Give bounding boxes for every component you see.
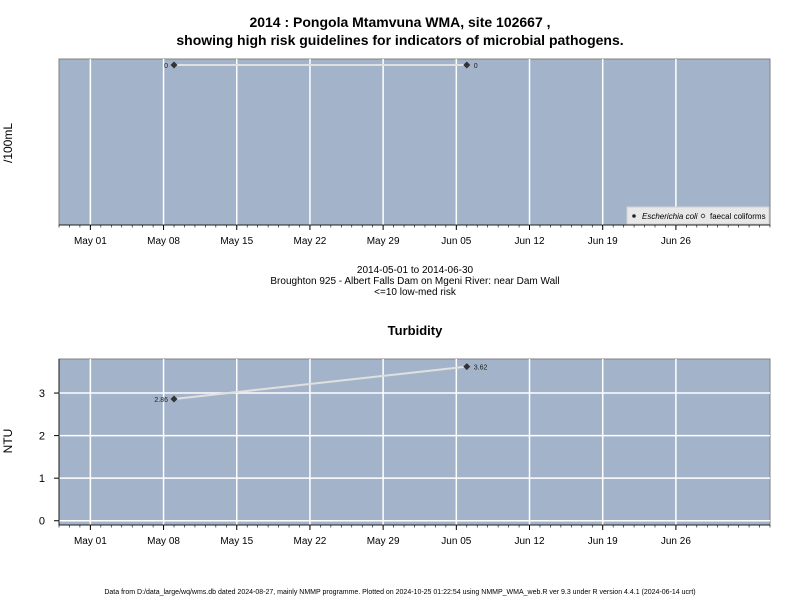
x-tick-label: May 01 <box>74 536 107 547</box>
turbidity-chart: 0 1 2 3 May 01 May 08 May 15 May 22 May 29 Jun 0… <box>39 358 771 547</box>
x-tick-label: Jun 26 <box>661 236 691 247</box>
data-label: 0 <box>474 63 478 70</box>
legend-label-faecal: faecal coliforms <box>710 212 766 221</box>
legend-box <box>626 206 770 225</box>
legend-marker-ecoli <box>632 214 636 218</box>
x-tick-label: Jun 19 <box>588 236 618 247</box>
bottom-series: 2.86 3.62 <box>154 363 488 404</box>
y-tick-label: 0 <box>39 516 45 528</box>
data-point <box>463 363 471 371</box>
top-x-ticks: May 01 May 08 May 15 May 22 May 29 Jun 05 Jun … <box>58 224 771 247</box>
data-label: 3.62 <box>474 365 488 372</box>
y-tick-label: 3 <box>39 388 45 400</box>
legend-marker-faecal <box>700 213 706 219</box>
data-label: 0 <box>164 63 168 70</box>
y-tick-label: 2 <box>39 431 45 443</box>
date-range-text: 2014-05-01 to 2014-06-30 <box>356 265 474 276</box>
data-point <box>170 395 178 403</box>
data-point <box>170 61 178 69</box>
chart-title-line1: 2014 : Pongola Mtamvuna WMA, site 102667… <box>249 14 551 30</box>
legend-label-ecoli: Escherichia coli <box>642 212 698 221</box>
footer-note: Data from D:/data_large/wq/wms.db dated … <box>104 589 696 596</box>
bottom-x-ticks: May 01 May 08 May 15 May 22 May 29 Jun 05 Jun … <box>58 524 771 547</box>
bottom-panel-background <box>58 358 771 526</box>
x-tick-label: Jun 26 <box>661 536 691 547</box>
x-tick-label: May 29 <box>367 536 400 547</box>
x-tick-label: May 15 <box>220 236 253 247</box>
legend: Escherichia coli faecal coliforms <box>626 206 770 225</box>
bottom-y-ticks: 0 1 2 3 <box>39 359 60 528</box>
data-label: 2.86 <box>154 397 168 404</box>
x-tick-label: May 29 <box>367 236 400 247</box>
top-gridlines <box>89 59 677 225</box>
data-point <box>463 61 471 69</box>
series-line <box>173 365 467 401</box>
x-tick-label: May 22 <box>294 536 327 547</box>
turbidity-title: Turbidity <box>387 323 443 338</box>
x-tick-label: May 15 <box>220 536 253 547</box>
bottom-gridlines <box>59 359 770 525</box>
x-tick-label: Jun 19 <box>588 536 618 547</box>
site-description-text: Broughton 925 - Albert Falls Dam on Mgen… <box>270 276 560 287</box>
ecoli-chart: May 01 May 08 May 15 May 22 May 29 Jun 05 Jun … <box>58 58 771 247</box>
x-tick-label: May 22 <box>294 236 327 247</box>
risk-note-text: <=10 low-med risk <box>374 287 456 298</box>
x-tick-label: Jun 05 <box>441 536 471 547</box>
x-tick-label: May 08 <box>147 236 180 247</box>
x-tick-label: May 01 <box>74 236 107 247</box>
x-tick-label: Jun 05 <box>441 236 471 247</box>
chart-title-line2: showing high risk guidelines for indicat… <box>176 32 624 48</box>
x-tick-label: May 08 <box>147 536 180 547</box>
y-tick-label: 1 <box>39 473 45 485</box>
top-panel-background <box>58 58 771 226</box>
x-tick-label: Jun 12 <box>514 236 544 247</box>
x-tick-label: Jun 12 <box>514 536 544 547</box>
